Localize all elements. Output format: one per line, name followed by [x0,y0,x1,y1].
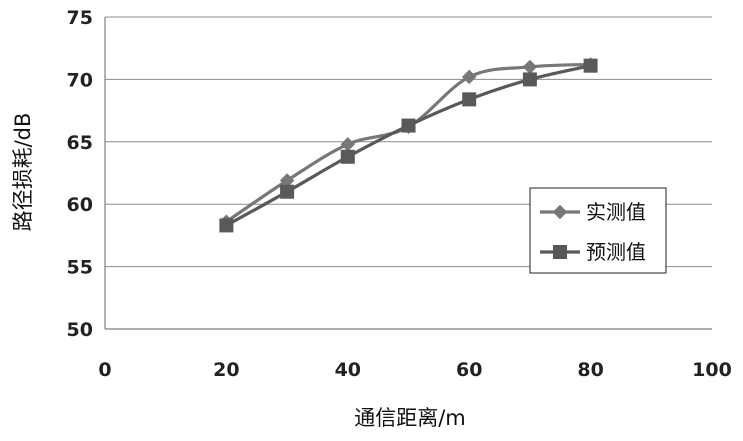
y-tick-label: 75 [67,7,93,29]
legend-item: 预测值 [540,240,646,264]
x-tick-label: 100 [692,359,732,381]
x-tick-label: 60 [456,359,482,381]
legend-swatch-marker [552,204,568,220]
legend-label: 实测值 [586,200,646,224]
y-tick-label: 60 [67,194,93,216]
data-point [583,58,598,73]
x-tick-label: 40 [335,359,361,381]
data-point [522,59,538,75]
x-axis-title: 通信距离/m [354,406,466,430]
data-point [401,118,416,133]
legend-swatch-marker [553,245,567,259]
series-group [219,57,598,233]
y-tick-label: 55 [67,257,93,279]
axes [104,17,712,330]
data-point [340,137,356,152]
data-point [462,92,477,107]
data-point [340,149,355,164]
x-tick-label: 20 [213,359,239,381]
data-point [461,69,477,85]
x-tick-label: 0 [98,359,111,381]
legend-item: 实测值 [540,200,646,224]
data-point [280,184,295,199]
series-2 [219,58,598,233]
data-point [219,218,234,233]
data-point [522,72,537,87]
y-axis-title: 路径损耗/dB [11,113,35,232]
y-tick-label: 50 [67,319,93,341]
y-tick-label: 70 [67,69,93,91]
x-tick-label: 80 [577,359,603,381]
y-tick-label: 65 [67,132,93,154]
legend-label: 预测值 [586,240,646,264]
tick-labels: 50 55 60 65 70 75 0 20 40 60 80 100 [67,7,732,381]
legend-box [529,187,667,274]
